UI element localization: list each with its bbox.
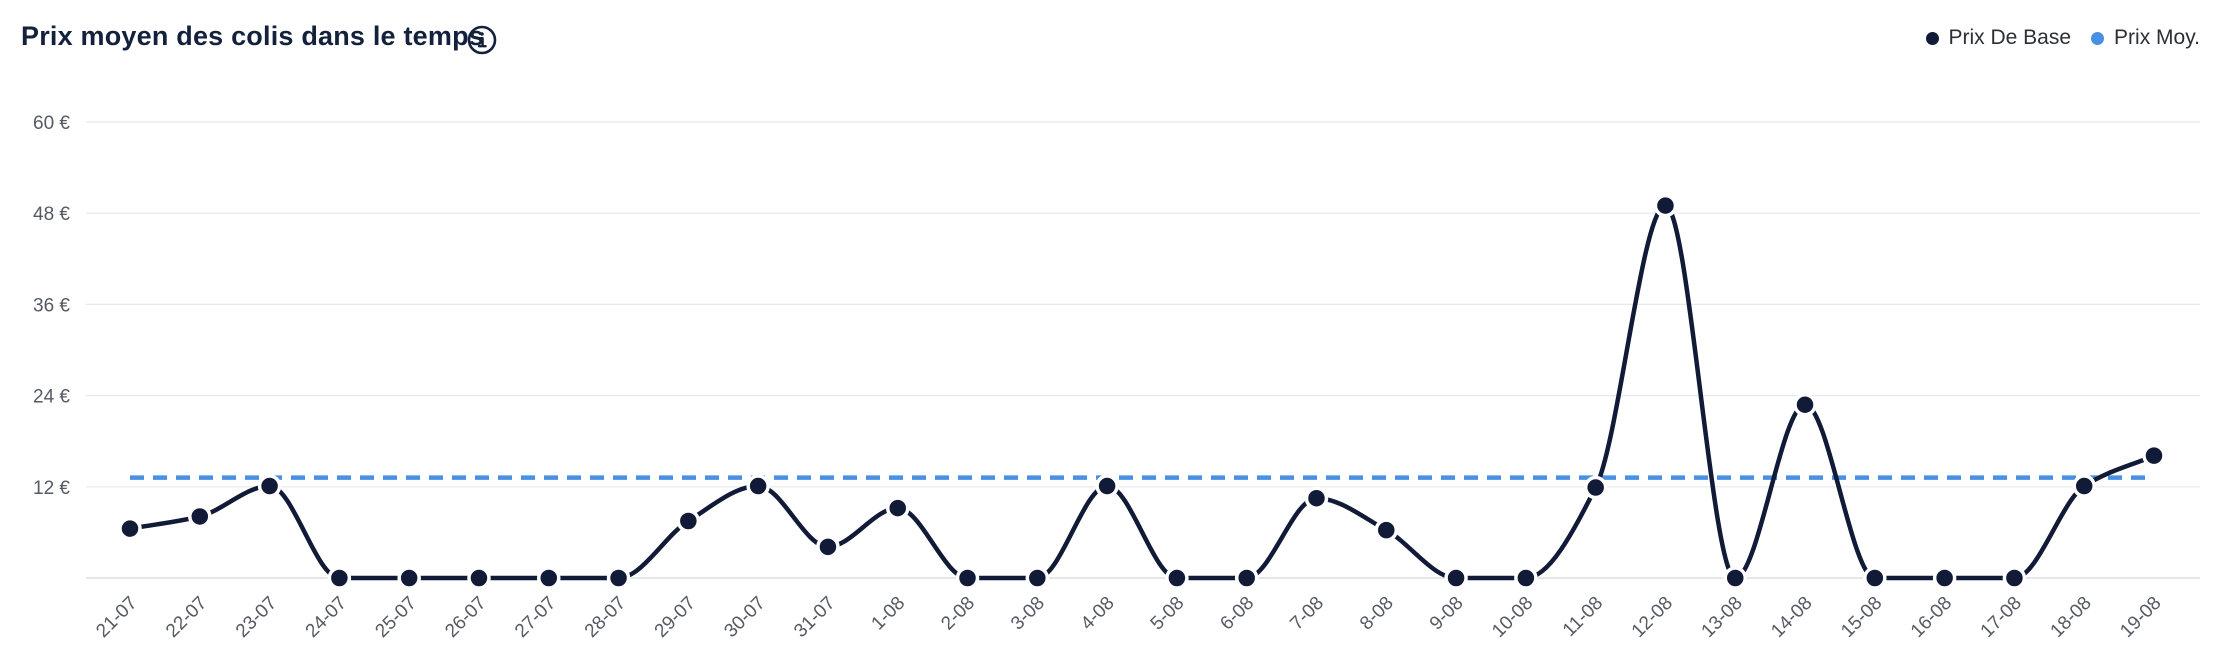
data-point-21-07 — [118, 516, 142, 541]
data-point-28-07 — [606, 566, 631, 590]
data-point-24-07 — [327, 566, 352, 590]
data-point-3-08 — [1025, 566, 1050, 590]
data-point-15-08 — [1863, 566, 1887, 590]
y-tick-label: 36 € — [33, 295, 70, 316]
data-point-27-07 — [537, 566, 561, 590]
data-point-30-07 — [746, 474, 770, 498]
x-tick-label: 24-07 — [302, 593, 351, 642]
data-point-11-08 — [1583, 475, 1608, 500]
x-tick-label: 5-08 — [1147, 593, 1189, 635]
data-point-16-08 — [1932, 566, 1957, 590]
data-point-14-08 — [1793, 392, 1817, 417]
data-point-26-07 — [467, 566, 491, 590]
x-tick-label: 23-07 — [232, 593, 281, 642]
x-tick-label: 3-08 — [1007, 593, 1049, 635]
x-tick-label: 1-08 — [868, 593, 910, 635]
x-tick-label: 26-07 — [441, 593, 490, 642]
legend-label-prix-moy: Prix Moy. — [2114, 26, 2200, 49]
x-tick-label: 13-08 — [1698, 593, 1747, 642]
x-tick-label: 16-08 — [1907, 593, 1956, 642]
data-point-31-07 — [816, 535, 840, 559]
x-tick-label: 28-07 — [581, 593, 630, 642]
x-tick-label: 14-08 — [1767, 593, 1816, 642]
data-point-2-08 — [955, 566, 980, 590]
x-tick-label: 10-08 — [1488, 593, 1537, 642]
x-tick-label: 18-08 — [2047, 593, 2096, 642]
x-axis-ticks: 21-07 22-07 23-07 24-07 25-07 26-07 27-07 28-07… — [92, 593, 2165, 642]
data-point-1-08 — [885, 496, 910, 520]
x-tick-label: 2-08 — [937, 593, 979, 635]
info-circle-icon[interactable] — [466, 24, 498, 56]
x-tick-label: 12-08 — [1628, 593, 1677, 642]
x-tick-label: 15-08 — [1837, 593, 1886, 642]
data-point-10-08 — [1514, 566, 1538, 590]
y-tick-label: 48 € — [33, 204, 70, 225]
data-point-9-08 — [1444, 566, 1468, 590]
legend-dot-prix-moy — [2091, 31, 2105, 45]
x-tick-label: 6-08 — [1216, 593, 1258, 635]
data-point-17-08 — [2002, 566, 2027, 590]
x-tick-label: 8-08 — [1356, 593, 1398, 635]
x-tick-label: 31-07 — [790, 593, 839, 642]
data-point-12-08 — [1653, 193, 1678, 218]
data-point-18-08 — [2072, 474, 2096, 498]
grid-lines — [86, 121, 2200, 579]
x-tick-label: 11-08 — [1559, 593, 1607, 641]
legend-item-prix-moy[interactable]: Prix Moy. — [2091, 26, 2200, 50]
y-tick-label: 60 € — [33, 113, 70, 134]
x-tick-label: 19-08 — [2116, 593, 2165, 642]
chart-legend: Prix De Base Prix Moy. — [1906, 26, 2200, 50]
data-point-25-07 — [397, 566, 421, 590]
x-tick-label: 29-07 — [651, 593, 700, 642]
data-point-23-07 — [257, 474, 282, 498]
legend-item-prix-de-base[interactable]: Prix De Base — [1925, 26, 2072, 50]
data-point-19-08 — [2142, 443, 2166, 468]
data-point-7-08 — [1304, 486, 1329, 510]
data-point-22-07 — [188, 504, 212, 529]
legend-dot-prix-de-base — [1925, 31, 1939, 45]
x-tick-label: 30-07 — [720, 593, 769, 642]
chart-series — [118, 193, 2166, 590]
x-tick-label: 25-07 — [371, 593, 420, 642]
data-point-29-07 — [676, 509, 701, 533]
data-point-6-08 — [1234, 566, 1259, 590]
x-tick-label: 9-08 — [1426, 593, 1468, 635]
legend-label-prix-de-base: Prix De Base — [1948, 26, 2072, 49]
y-tick-label: 24 € — [33, 387, 70, 408]
x-tick-label: 21-07 — [92, 593, 141, 642]
chart-title: Prix moyen des colis dans le temps — [21, 21, 484, 51]
x-tick-label: 22-07 — [162, 593, 211, 642]
series-line-prix-de-base — [129, 203, 2155, 581]
x-tick-label: 27-07 — [511, 593, 560, 642]
data-point-8-08 — [1374, 518, 1399, 542]
x-tick-label: 17-08 — [1977, 593, 2026, 642]
x-tick-label: 4-08 — [1077, 593, 1119, 635]
y-tick-label: 12 € — [33, 478, 70, 499]
x-tick-label: 7-08 — [1286, 593, 1328, 635]
chart-header: Prix moyen des colis dans le temps Prix … — [0, 0, 2214, 80]
data-point-4-08 — [1095, 474, 1119, 498]
data-point-5-08 — [1165, 566, 1189, 590]
y-axis-ticks: 12 € 24 € 36 € 48 € 60 € — [33, 113, 70, 499]
data-point-13-08 — [1723, 566, 1747, 590]
